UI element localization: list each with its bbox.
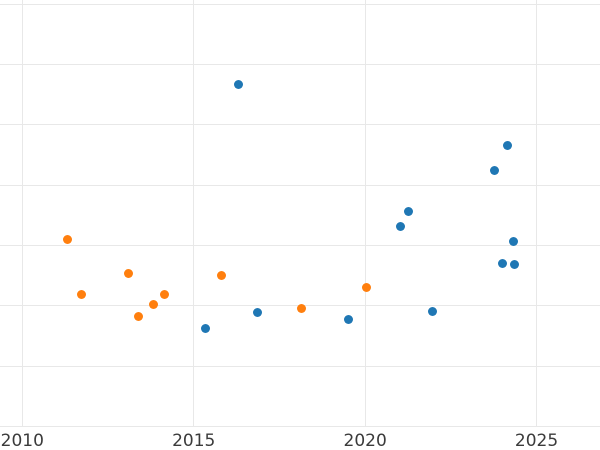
vertical-gridline: [21, 0, 23, 427]
horizontal-gridline: [0, 425, 600, 427]
data-point-series-2-orange: [362, 282, 371, 292]
data-point-series-2-orange: [63, 234, 73, 244]
data-point-series-1-blue: [344, 314, 354, 324]
horizontal-gridline: [0, 245, 600, 246]
x-tick-label: 2010: [0, 431, 44, 450]
data-point-series-2-orange: [160, 290, 170, 300]
x-tick-label: 2025: [514, 431, 559, 450]
data-point-series-1-blue: [200, 323, 210, 333]
vertical-gridline: [193, 0, 195, 427]
x-tick-label: 2015: [172, 431, 216, 450]
data-point-series-2-orange: [123, 269, 133, 279]
data-point-series-2-orange: [133, 311, 143, 321]
data-point-series-1-blue: [252, 307, 262, 317]
vertical-gridline: [536, 0, 538, 427]
horizontal-gridline: [0, 3, 600, 5]
data-point-series-1-blue: [234, 79, 244, 89]
data-point-series-1-blue: [502, 141, 512, 151]
vertical-gridline: [364, 0, 366, 427]
horizontal-gridline: [0, 64, 600, 66]
horizontal-gridline: [0, 184, 600, 186]
data-point-series-1-blue: [395, 222, 405, 232]
data-point-series-1-blue: [427, 307, 437, 317]
x-tick-label: 2020: [343, 431, 387, 450]
data-point-series-1-blue: [510, 259, 520, 269]
data-point-series-2-orange: [296, 303, 306, 313]
data-point-series-1-blue: [403, 207, 413, 217]
horizontal-gridline: [0, 124, 600, 126]
data-point-series-1-blue: [489, 165, 499, 175]
data-point-series-1-blue: [508, 237, 518, 247]
data-point-series-2-orange: [148, 299, 158, 309]
data-point-series-2-orange: [216, 271, 226, 281]
data-point-series-1-blue: [498, 259, 508, 269]
data-point-series-2-orange: [76, 289, 86, 299]
horizontal-gridline: [0, 365, 600, 367]
